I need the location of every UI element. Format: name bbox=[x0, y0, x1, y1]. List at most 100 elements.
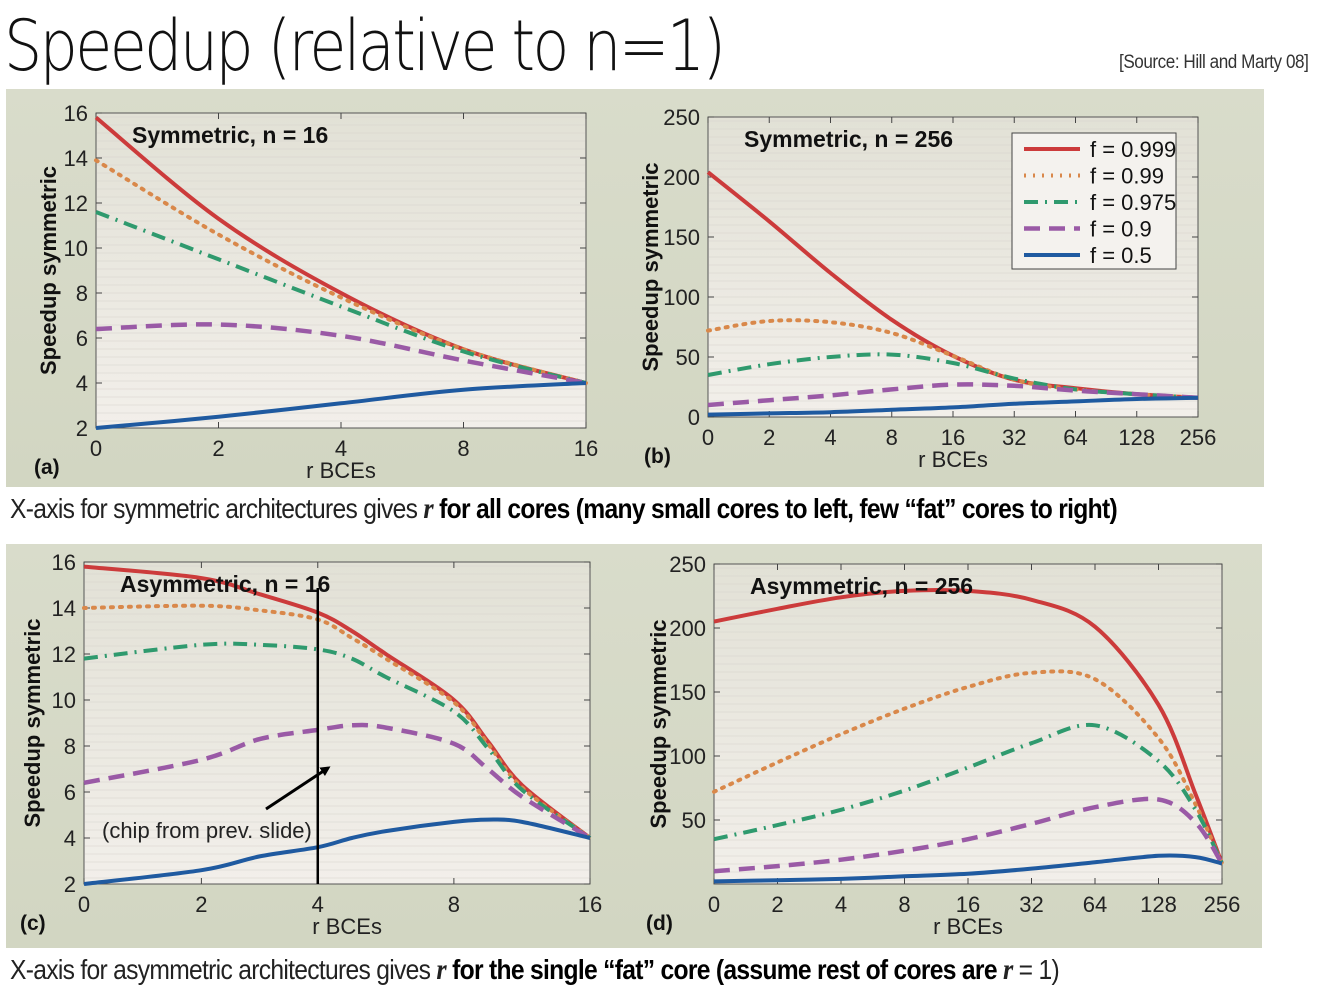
legend-label: f = 0.999 bbox=[1090, 137, 1176, 162]
x-tick-label: 4 bbox=[335, 436, 347, 461]
x-tick-label: 0 bbox=[708, 892, 720, 917]
legend-label: f = 0.9 bbox=[1090, 217, 1152, 242]
series-line-05 bbox=[95, 381, 587, 430]
panel-label: (c) bbox=[20, 912, 46, 935]
x-tick-label: 128 bbox=[1118, 425, 1155, 450]
caption-bottom-bold: for the single “fat” core (assume rest o… bbox=[445, 954, 1003, 985]
panel-asymmetric: 0 2 4 8 16 2 4 6 8 10 12 14 16 Asymmetric, n = 16 r BC… bbox=[6, 544, 1262, 948]
y-tick-label: 6 bbox=[64, 780, 76, 805]
panel-label: (a) bbox=[34, 456, 60, 479]
slide-title: Speedup (relative to n=1) bbox=[4, 5, 726, 87]
x-axis-label: r BCEs bbox=[933, 914, 1003, 939]
chart-asymmetric-n256: 0 2 4 8 16 32 64 128 256 50 100 150 200 250 Asymmetric… bbox=[646, 552, 1241, 939]
y-tick-label: 10 bbox=[52, 688, 76, 713]
y-tick-label: 10 bbox=[64, 236, 88, 261]
x-tick-label: 16 bbox=[941, 425, 965, 450]
annotation-text: (chip from prev. slide) bbox=[102, 818, 312, 843]
series-line-0975 bbox=[707, 352, 1199, 400]
y-tick-label: 150 bbox=[669, 680, 706, 705]
y-axis-label: Speedup symmetric bbox=[20, 618, 45, 827]
caption-bottom-normal: X-axis for asymmetric architectures give… bbox=[10, 954, 437, 985]
x-tick-label: 0 bbox=[702, 425, 714, 450]
x-tick-label: 4 bbox=[312, 892, 324, 917]
y-tick-label: 16 bbox=[64, 101, 88, 126]
plot-area bbox=[95, 112, 587, 429]
chart-title: Asymmetric, n = 256 bbox=[750, 573, 973, 599]
x-tick-label: 16 bbox=[956, 892, 980, 917]
y-tick-label: 200 bbox=[669, 616, 706, 641]
x-tick-label: 128 bbox=[1140, 892, 1177, 917]
x-tick-label: 8 bbox=[448, 892, 460, 917]
x-tick-label: 8 bbox=[898, 892, 910, 917]
series-line-0975 bbox=[95, 210, 587, 385]
x-tick-label: 32 bbox=[1019, 892, 1043, 917]
y-tick-label: 100 bbox=[663, 285, 700, 310]
caption-top-var: r bbox=[423, 492, 433, 525]
series-line-0975 bbox=[713, 722, 1224, 865]
x-tick-label: 64 bbox=[1063, 425, 1087, 450]
y-tick-label: 6 bbox=[76, 326, 88, 351]
y-tick-label: 2 bbox=[76, 416, 88, 441]
annotation-arrow bbox=[265, 766, 331, 811]
x-tick-label: 0 bbox=[90, 436, 102, 461]
x-tick-label: 2 bbox=[763, 425, 775, 450]
y-tick-label: 50 bbox=[676, 345, 700, 370]
x-tick-label: 0 bbox=[78, 892, 90, 917]
x-tick-label: 64 bbox=[1083, 892, 1107, 917]
y-tick-label: 250 bbox=[669, 552, 706, 577]
y-tick-label: 12 bbox=[52, 642, 76, 667]
x-tick-label: 4 bbox=[824, 425, 836, 450]
y-tick-label: 14 bbox=[52, 596, 76, 621]
x-tick-label: 16 bbox=[574, 436, 598, 461]
series-line-099 bbox=[712, 669, 1224, 866]
panel-label: (b) bbox=[644, 445, 671, 468]
y-axis-label: Speedup symmetric bbox=[36, 166, 61, 375]
legend-label: f = 0.5 bbox=[1090, 243, 1152, 268]
y-tick-label: 200 bbox=[663, 165, 700, 190]
caption-bottom-var: r bbox=[436, 953, 446, 986]
y-tick-label: 4 bbox=[76, 371, 88, 396]
y-tick-label: 12 bbox=[64, 191, 88, 216]
caption-top-normal: X-axis for symmetric architectures gives bbox=[10, 493, 424, 524]
panel-symmetric: 0 2 4 8 16 2 4 6 8 10 12 14 16 Symmetric, n = 16 r BCE… bbox=[6, 89, 1264, 487]
y-tick-label: 14 bbox=[64, 146, 88, 171]
caption-bottom-tail: = 1) bbox=[1012, 954, 1060, 985]
series-line-099 bbox=[94, 158, 588, 385]
legend-label: f = 0.975 bbox=[1090, 190, 1176, 215]
y-tick-label: 150 bbox=[663, 225, 700, 250]
series-line-09 bbox=[707, 382, 1199, 408]
caption-bottom-var2: r bbox=[1002, 953, 1013, 986]
y-tick-label: 16 bbox=[52, 550, 76, 575]
series-line-0999 bbox=[713, 587, 1224, 865]
x-tick-label: 256 bbox=[1180, 425, 1217, 450]
x-tick-label: 8 bbox=[886, 425, 898, 450]
panel-label: (d) bbox=[646, 912, 673, 935]
series-line-09 bbox=[95, 322, 587, 386]
legend-label: f = 0.99 bbox=[1090, 164, 1164, 189]
x-tick-label: 256 bbox=[1204, 892, 1241, 917]
y-tick-label: 250 bbox=[663, 105, 700, 130]
caption-top-bold: for all cores (many small cores to left,… bbox=[432, 493, 1118, 524]
chart-title: Asymmetric, n = 16 bbox=[120, 571, 330, 597]
y-axis-label: Speedup symmetric bbox=[646, 619, 671, 828]
caption-symmetric: X-axis for symmetric architectures gives… bbox=[10, 492, 1118, 526]
x-axis-label: r BCEs bbox=[312, 914, 382, 939]
series-line-05 bbox=[713, 853, 1223, 884]
x-tick-label: 4 bbox=[835, 892, 847, 917]
y-tick-label: 0 bbox=[688, 405, 700, 430]
y-axis-label: Speedup symmetric bbox=[638, 162, 663, 371]
x-tick-label: 32 bbox=[1002, 425, 1026, 450]
y-tick-label: 2 bbox=[64, 872, 76, 897]
y-tick-label: 4 bbox=[64, 826, 76, 851]
y-tick-label: 8 bbox=[64, 734, 76, 759]
series-line-05 bbox=[707, 395, 1199, 417]
chart-title: Symmetric, n = 256 bbox=[744, 126, 953, 152]
plot-area bbox=[83, 561, 591, 885]
x-tick-label: 2 bbox=[771, 892, 783, 917]
chart-symmetric-n256: 0 2 4 8 16 32 64 128 256 0 50 100 150 200 250 Symmetric… bbox=[638, 105, 1217, 472]
plot-area bbox=[713, 563, 1223, 885]
source-note: [Source: Hill and Marty 08] bbox=[1118, 52, 1309, 73]
series-line-099 bbox=[706, 318, 1200, 400]
